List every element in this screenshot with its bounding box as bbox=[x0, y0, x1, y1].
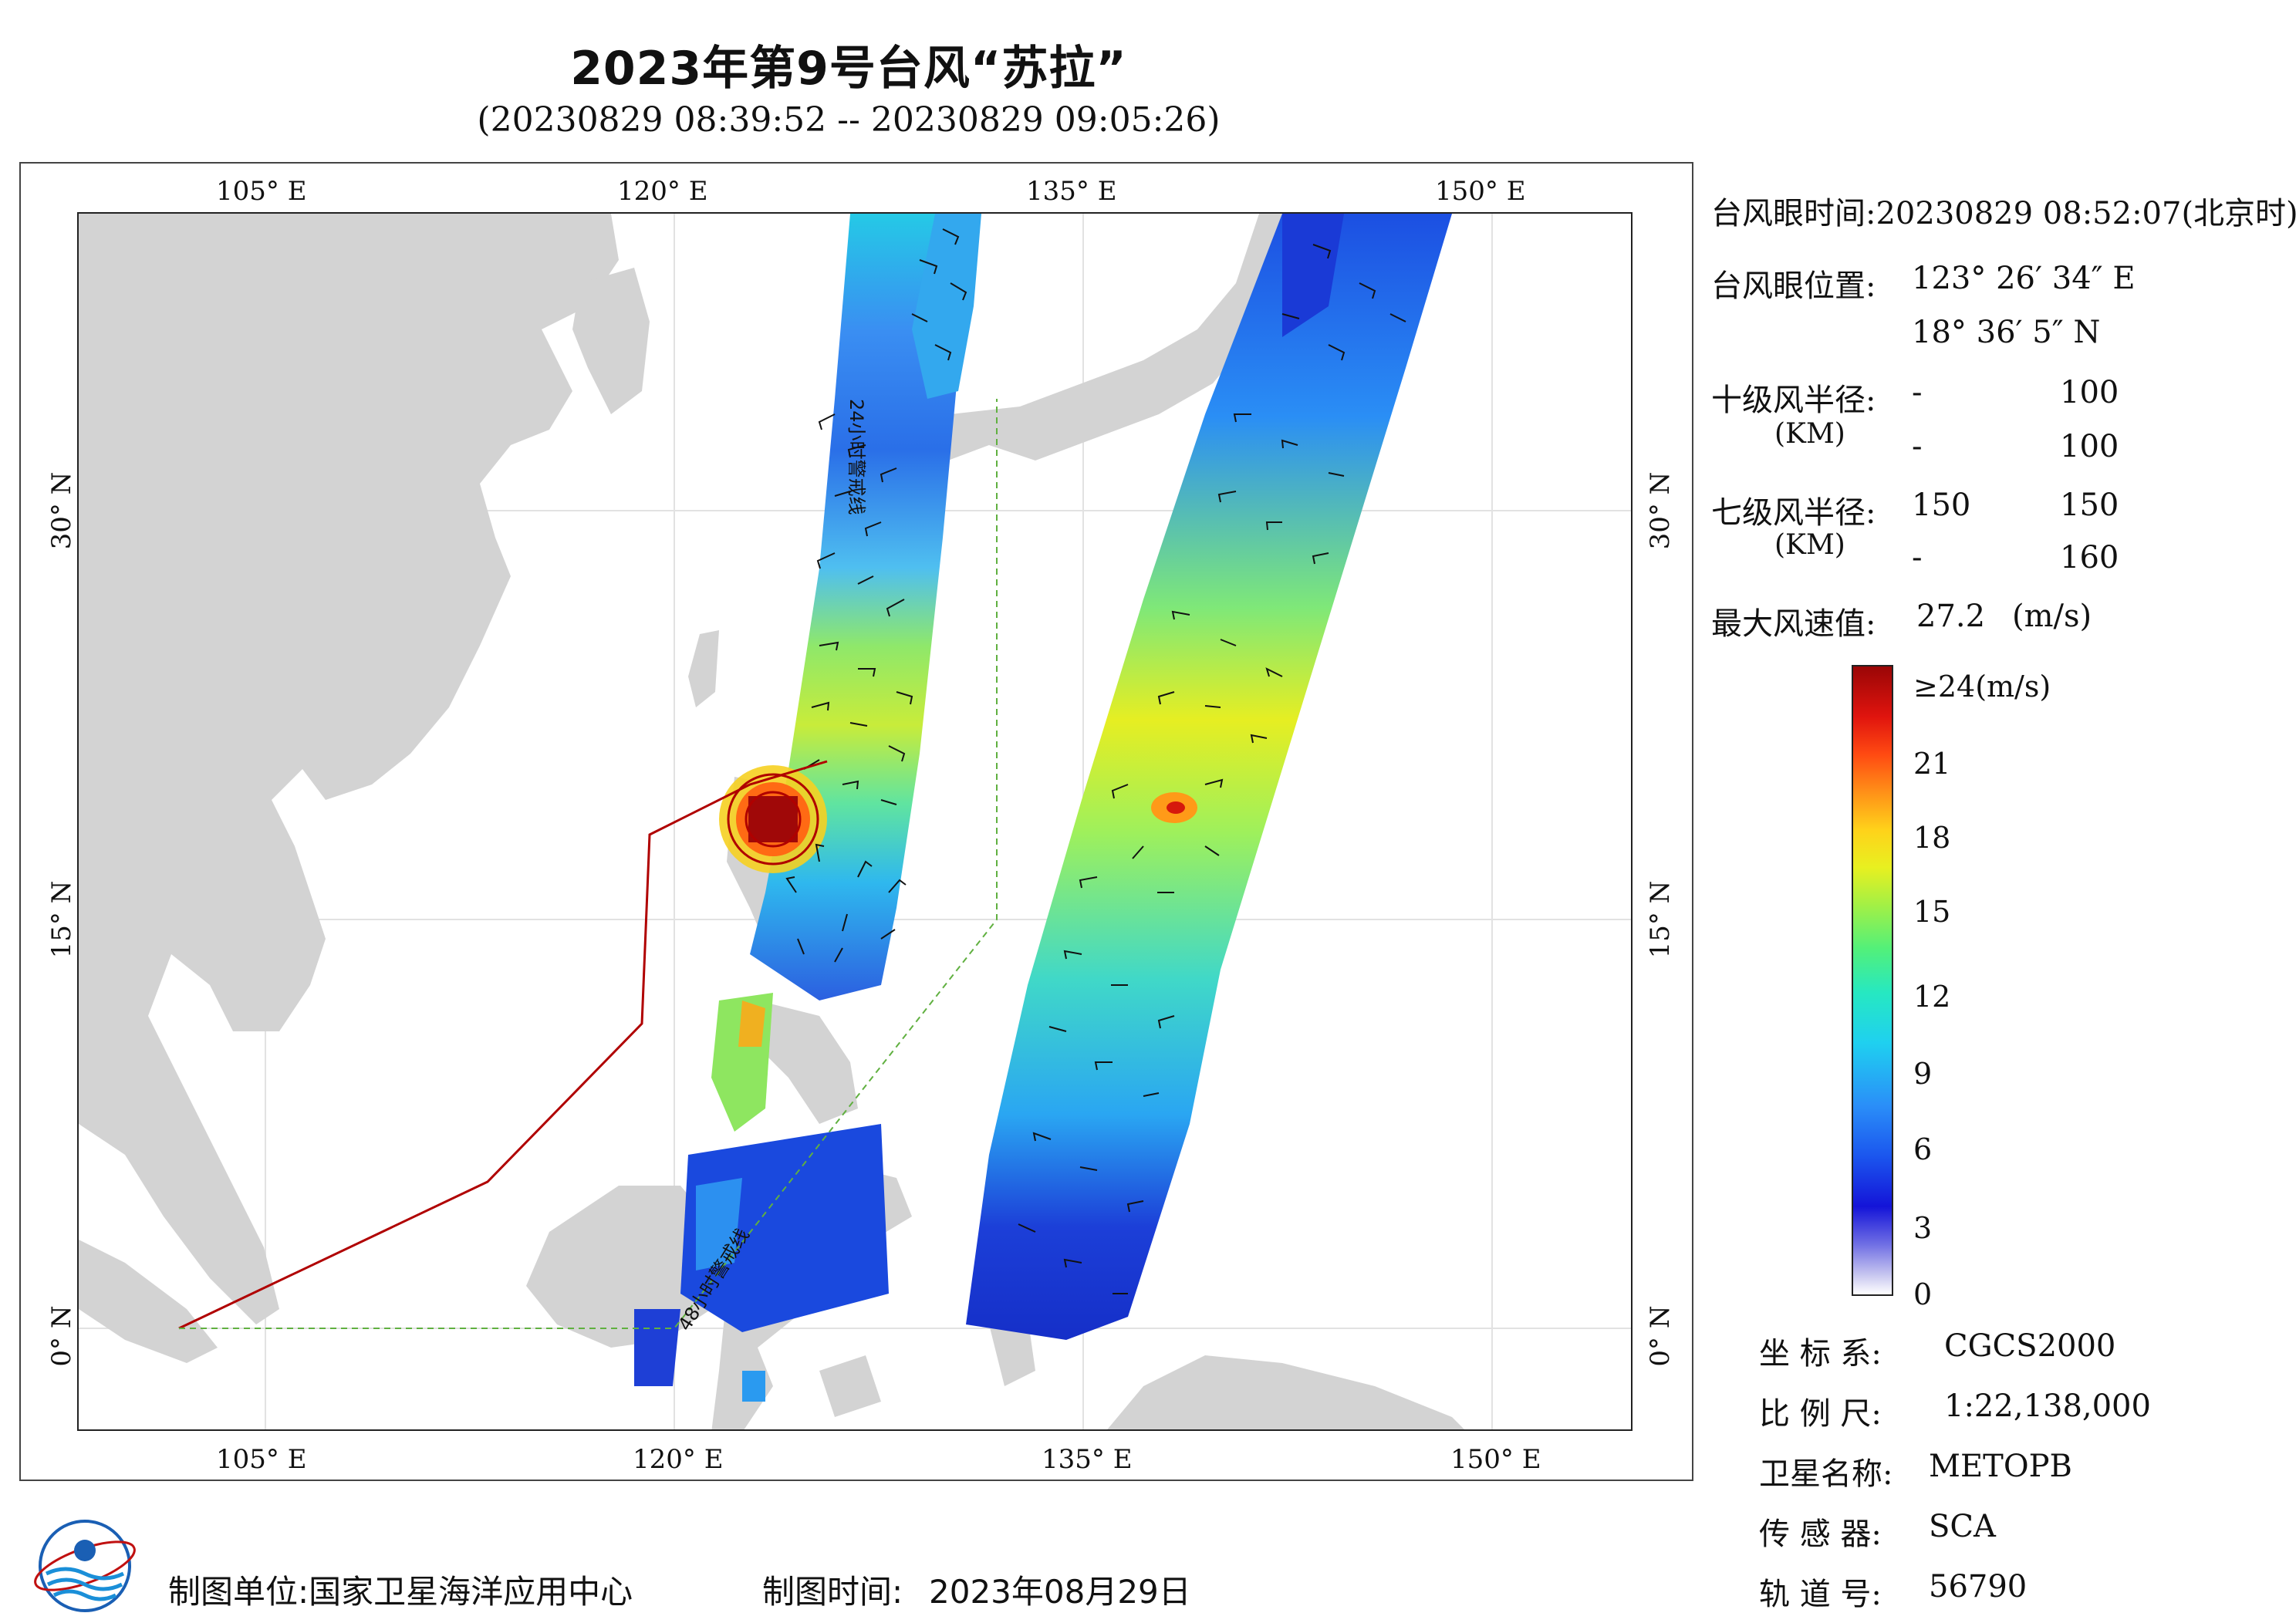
top-lon-label-120: 120° E bbox=[617, 176, 708, 207]
r10-row1-left: - bbox=[1912, 375, 1923, 410]
nsoas-logo-icon bbox=[31, 1512, 139, 1620]
r7-label: 七级风半径: bbox=[1711, 495, 1876, 531]
r10-label: 十级风半径: bbox=[1711, 383, 1876, 418]
footer-date-label: 制图时间: bbox=[762, 1573, 903, 1611]
eye-lon-value: 123° 26′ 34″ E bbox=[1912, 261, 2136, 296]
map-title: 2023年第9号台风“苏拉” bbox=[570, 42, 1127, 96]
max-wind-value: 27.2 bbox=[1916, 599, 1986, 634]
eye-position-label: 台风眼位置: bbox=[1711, 268, 1876, 304]
right-lat-label-15: 15° N bbox=[1645, 880, 1676, 959]
eye-time-value: 20230829 08:52:07(北京时) bbox=[1876, 196, 2296, 231]
orbit-label: 轨 道 号: bbox=[1759, 1577, 1882, 1612]
crs-label: 坐 标 系: bbox=[1759, 1336, 1882, 1372]
footer-producer: 制图单位:国家卫星海洋应用中心 bbox=[168, 1566, 633, 1613]
info-eye-time: 台风眼时间:20230829 08:52:07(北京时) bbox=[1711, 188, 2296, 233]
colorbar-top-label: ≥24(m/s) bbox=[1913, 670, 2051, 704]
satellite-value: METOPB bbox=[1929, 1449, 2072, 1484]
colorbar-tick-18: 18 bbox=[1913, 821, 1951, 855]
r10-row1-right: 100 bbox=[2060, 375, 2119, 410]
left-lat-label-15: 15° N bbox=[46, 880, 77, 959]
sensor-value: SCA bbox=[1929, 1509, 1996, 1544]
map-frame bbox=[19, 162, 1693, 1481]
producer-label: 制图单位: bbox=[168, 1573, 309, 1611]
right-lat-label-0: 0° N bbox=[1645, 1305, 1676, 1367]
colorbar-tick-0: 0 bbox=[1913, 1277, 1933, 1311]
colorbar-tick-21: 21 bbox=[1913, 747, 1951, 781]
warning-line-24h bbox=[178, 760, 828, 1330]
r10-row2-right: 100 bbox=[2060, 429, 2119, 464]
warning-24h-label: 24小时警戒线 bbox=[846, 399, 867, 515]
r10-unit: (KM) bbox=[1774, 418, 1845, 450]
r7-row2-left: - bbox=[1912, 540, 1923, 575]
scale-label: 比 例 尺: bbox=[1759, 1396, 1882, 1432]
eye-time-label: 台风眼时间: bbox=[1711, 196, 1876, 231]
crs-value: CGCS2000 bbox=[1944, 1328, 2116, 1364]
top-lon-label-105: 105° E bbox=[216, 176, 307, 207]
colorbar-tick-12: 12 bbox=[1913, 980, 1951, 1014]
r7-row1-right: 150 bbox=[2060, 488, 2119, 523]
orbit-value: 56790 bbox=[1929, 1569, 2028, 1604]
r7-unit: (KM) bbox=[1774, 529, 1845, 561]
bottom-lon-label-135: 135° E bbox=[1042, 1444, 1133, 1475]
left-lat-label-0: 0° N bbox=[46, 1305, 77, 1367]
satellite-label: 卫星名称: bbox=[1759, 1456, 1893, 1492]
producer-value: 国家卫星海洋应用中心 bbox=[309, 1573, 633, 1611]
colorbar-tick-15: 15 bbox=[1913, 895, 1951, 929]
max-wind-label: 最大风速值: bbox=[1711, 606, 1876, 642]
bottom-lon-label-150: 150° E bbox=[1450, 1444, 1541, 1475]
left-lat-label-30: 30° N bbox=[46, 471, 77, 550]
map-subtitle: (20230829 08:39:52 -- 20230829 09:05:26) bbox=[477, 100, 1221, 140]
sensor-label: 传 感 器: bbox=[1759, 1517, 1882, 1552]
warning-line-48h bbox=[179, 399, 998, 1329]
right-lat-label-30: 30° N bbox=[1645, 471, 1676, 550]
scale-value: 1:22,138,000 bbox=[1944, 1388, 2151, 1424]
wind-barbs-east bbox=[1018, 244, 1406, 1294]
bottom-lon-label-105: 105° E bbox=[216, 1444, 307, 1475]
r10-row2-left: - bbox=[1912, 429, 1923, 464]
wind-barbs-west bbox=[785, 228, 967, 963]
r7-row2-right: 160 bbox=[2060, 540, 2119, 575]
eye-lat-value: 18° 36′ 5″ N bbox=[1912, 315, 2101, 350]
top-lon-label-150: 150° E bbox=[1435, 176, 1526, 207]
scatterometer-swath-east bbox=[966, 214, 1452, 1340]
wind-speed-colorbar bbox=[1852, 665, 1893, 1296]
colorbar-tick-3: 3 bbox=[1913, 1211, 1933, 1245]
colorbar-tick-6: 6 bbox=[1913, 1132, 1933, 1166]
map-svg: 24小时警戒线 48小时警戒线 bbox=[79, 214, 1631, 1429]
typhoon-core bbox=[719, 765, 827, 873]
max-wind-unit: (m/s) bbox=[2012, 599, 2092, 634]
bottom-lon-label-120: 120° E bbox=[633, 1444, 724, 1475]
r7-row1-left: 150 bbox=[1912, 488, 1971, 523]
colorbar-tick-9: 9 bbox=[1913, 1057, 1933, 1091]
footer-date-value: 2023年08月29日 bbox=[929, 1573, 1191, 1611]
top-lon-label-135: 135° E bbox=[1026, 176, 1117, 207]
wind-field-map[interactable]: 24小时警戒线 48小时警戒线 bbox=[77, 212, 1633, 1431]
